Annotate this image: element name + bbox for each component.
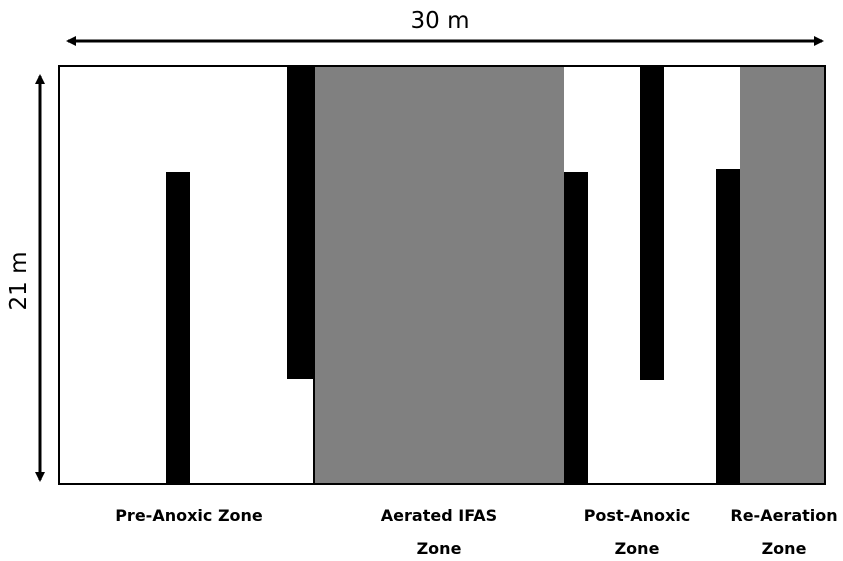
zone-label-aerated-ifas-line2: Zone — [417, 539, 462, 558]
tank-outline-top — [58, 65, 826, 485]
zone-label-post-anoxic: Post-Anoxic — [584, 506, 691, 525]
post-anoxic-baffle-top — [640, 66, 664, 380]
zone-label-re-aeration: Re-Aeration — [730, 506, 837, 525]
width-dimension-label: 30 m — [411, 8, 470, 34]
aerated-ifas-zone — [314, 67, 564, 484]
height-dimension-label: 21 m — [6, 252, 32, 311]
re-aeration-baffle — [716, 169, 740, 484]
pre-anoxic-baffle-top — [287, 66, 314, 379]
pre-anoxic-baffle-bottom — [166, 172, 190, 484]
post-anoxic-baffle-left — [564, 172, 588, 484]
zone-label-aerated-ifas: Aerated IFAS — [381, 506, 497, 525]
zone-label-pre-anoxic: Pre-Anoxic Zone — [115, 506, 263, 525]
re-aeration-zone — [740, 67, 825, 484]
zone-label-re-aeration-line2: Zone — [762, 539, 807, 558]
zone-label-post-anoxic-line2: Zone — [615, 539, 660, 558]
